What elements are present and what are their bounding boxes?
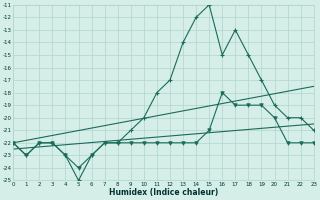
X-axis label: Humidex (Indice chaleur): Humidex (Indice chaleur) xyxy=(109,188,218,197)
